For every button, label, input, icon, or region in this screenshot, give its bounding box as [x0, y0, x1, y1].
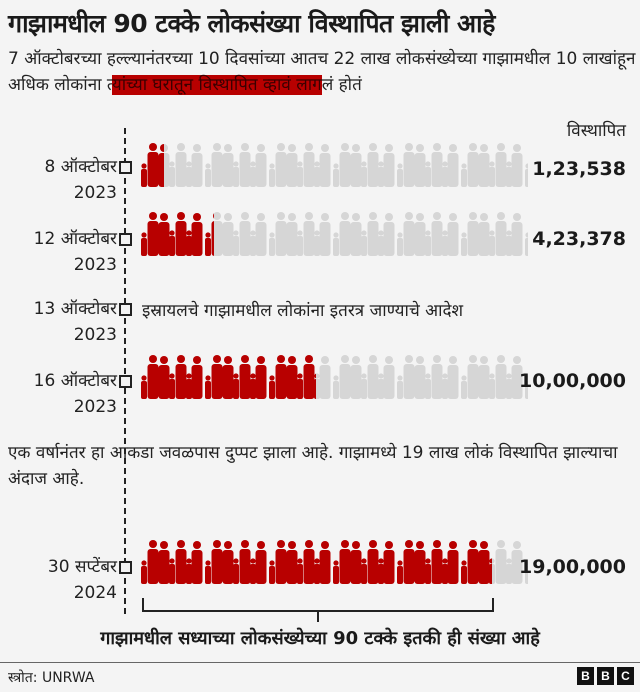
- date-label: 13 ऑक्टोबर: [33, 299, 117, 319]
- note-text: एक वर्षानंतर हा आकडा जवळपास दुप्पट झाला …: [8, 443, 618, 489]
- logo-letter: B: [597, 667, 614, 685]
- crowd-pictogram-30-sep: [140, 536, 528, 584]
- year-label: 2024: [73, 583, 117, 603]
- row-date-8-oct: 8 ऑक्टोबर 2023: [44, 154, 117, 206]
- bbc-logo: B B C: [577, 667, 634, 685]
- bracket-90-percent: [142, 598, 494, 612]
- value-16-oct: 10,00,000: [519, 370, 626, 392]
- timeline-marker: [119, 561, 132, 574]
- year-label: 2023: [73, 255, 117, 275]
- crowd-pictogram-12-oct: [140, 208, 528, 256]
- crowd-pictogram-16-oct: [140, 351, 528, 399]
- timeline-marker: [119, 161, 132, 174]
- subtitle: 7 ऑक्टोबरच्या हल्ल्यानंतरच्या 10 दिवसांच…: [8, 46, 636, 98]
- row-date-30-sep: 30 सप्टेंबर 2024: [48, 554, 117, 606]
- value-8-oct: 1,23,538: [532, 158, 626, 180]
- footer-divider: [0, 662, 640, 663]
- chart-title: गाझामधील 90 टक्के लोकसंख्या विस्थापित झा…: [8, 9, 495, 38]
- timeline-marker: [119, 375, 132, 388]
- value-12-oct: 4,23,378: [532, 228, 626, 250]
- timeline-dashed-line: [124, 128, 126, 614]
- bracket-tick: [317, 612, 319, 622]
- year-label: 2023: [73, 325, 117, 345]
- row-date-12-oct: 12 ऑक्टोबर 2023: [34, 226, 117, 278]
- value-30-sep: 19,00,000: [519, 556, 626, 578]
- bracket-caption: गाझामधील सध्याच्या लोकसंख्येच्या 90 टक्क…: [100, 628, 540, 649]
- timeline-marker: [119, 233, 132, 246]
- date-label: 8 ऑक्टोबर: [44, 157, 117, 177]
- year-label: 2023: [73, 397, 117, 417]
- event-annotation: इस्रायलचे गाझामधील लोकांना इतरत्र जाण्या…: [142, 301, 464, 321]
- date-label: 12 ऑक्टोबर: [33, 229, 117, 249]
- row-date-16-oct: 16 ऑक्टोबर 2023: [34, 368, 117, 420]
- subtitle-highlight: ्यांच्या घरातून विस्थापित व्हावं लाग: [111, 75, 322, 95]
- timeline-marker: [119, 303, 132, 316]
- source-label: स्त्रोत: UNRWA: [8, 670, 95, 686]
- logo-letter: B: [577, 667, 594, 685]
- row-date-13-oct: 13 ऑक्टोबर 2023: [34, 296, 117, 348]
- date-label: 30 सप्टेंबर: [47, 557, 117, 577]
- column-header-displaced: विस्थापित: [566, 121, 626, 141]
- subtitle-text-end: लं होतं: [321, 75, 362, 95]
- subtitle-text: 7 ऑक्टोबरच्या हल्ल्यानंतरच्या 10 दिवसांच…: [8, 49, 636, 95]
- logo-letter: C: [617, 667, 634, 685]
- crowd-pictogram-8-oct: [140, 139, 528, 187]
- year-label: 2023: [73, 183, 117, 203]
- date-label: 16 ऑक्टोबर: [33, 371, 117, 391]
